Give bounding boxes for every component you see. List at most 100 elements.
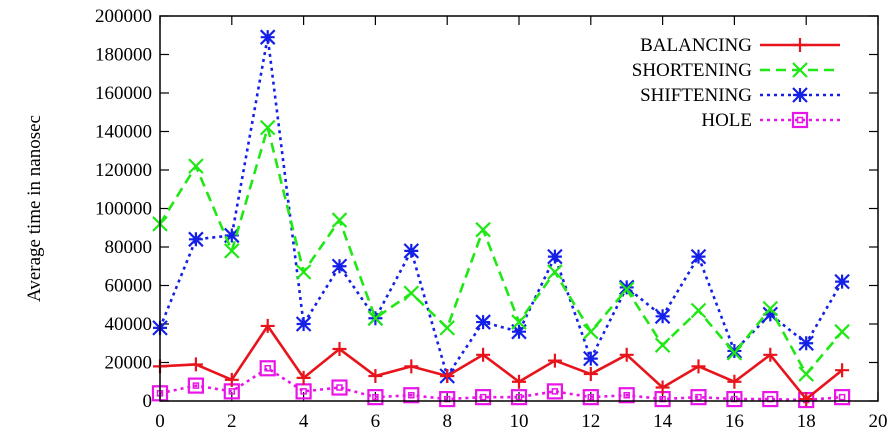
point-shortening [762, 300, 779, 317]
legend-entry-balancing: BALANCING [640, 35, 840, 56]
point-shiftening [475, 314, 491, 330]
x-tick-label: 16 [725, 411, 744, 432]
series-line-shortening [158, 126, 844, 376]
legend-label: SHIFTENING [640, 85, 752, 106]
point-hole-inner [408, 391, 415, 399]
point-shortening [690, 302, 707, 319]
x-tick-label: 6 [371, 411, 381, 432]
point-balancing [547, 353, 562, 368]
point-balancing [619, 347, 634, 362]
y-tick-label: 200000 [95, 6, 152, 27]
series-layer [151, 29, 851, 409]
point-shiftening [224, 227, 240, 244]
point-balancing [583, 367, 598, 382]
point-balancing [224, 372, 239, 387]
point-shortening [224, 243, 240, 259]
x-tick-label: 14 [653, 411, 673, 432]
y-tick-label: 160000 [95, 83, 152, 104]
point-shortening [439, 320, 455, 336]
point-shiftening [654, 308, 671, 325]
point-hole-inner [551, 388, 559, 395]
point-shortening [583, 323, 599, 340]
point-balancing [476, 347, 491, 362]
point-hole [546, 383, 564, 400]
series-line-hole [159, 366, 843, 402]
point-hole [439, 390, 456, 408]
point-shiftening [259, 29, 276, 45]
legend-marker [793, 38, 807, 52]
point-hole-inner [515, 393, 523, 401]
point-shiftening [618, 279, 635, 296]
point-balancing [763, 347, 778, 362]
point-hole-inner [587, 393, 595, 401]
point-hole-inner [372, 393, 379, 401]
y-tick-label: 80000 [105, 237, 153, 258]
point-hole-inner [838, 393, 846, 401]
point-shiftening [798, 335, 814, 352]
point-hole [762, 390, 779, 408]
x-tick-label: 2 [227, 411, 237, 432]
point-shortening [259, 119, 276, 136]
series-line-balancing [159, 324, 843, 401]
point-hole [510, 389, 528, 406]
axis-ticks: 0 20000 40000 60000 80000 100000 120000 140000 1… [95, 6, 888, 432]
point-hole [475, 389, 492, 406]
y-tick-label: 140000 [95, 122, 152, 143]
point-hole [259, 360, 276, 377]
legend-label: BALANCING [640, 35, 752, 56]
point-shortening [367, 310, 384, 327]
point-balancing [799, 392, 814, 407]
point-hole-inner [623, 391, 630, 399]
point-shiftening [188, 231, 204, 248]
y-tick-label: 60000 [105, 276, 153, 297]
legend-entry-shortening: SHORTENING [632, 60, 840, 81]
legend-label: SHORTENING [632, 60, 753, 81]
y-tick-label: 40000 [105, 314, 153, 335]
x-tick-label: 0 [155, 411, 165, 432]
y-tick-label: 20000 [105, 353, 153, 374]
point-shortening [654, 337, 671, 353]
legend-marker-inner [796, 116, 804, 124]
point-shortening [188, 158, 204, 174]
legend: BALANCING SHORTENING SHIFTENING HOLE [632, 35, 840, 131]
point-hole [403, 387, 420, 404]
point-balancing [691, 359, 706, 374]
point-balancing [188, 357, 203, 372]
point-shortening [547, 264, 563, 280]
point-shortening [798, 366, 814, 382]
point-shiftening [511, 323, 527, 340]
y-axis-label: Average time in nanosec [24, 115, 45, 302]
point-balancing [332, 342, 347, 357]
x-tick-label: 12 [581, 411, 600, 432]
point-hole-inner [228, 388, 236, 395]
point-hole [726, 390, 743, 408]
point-hole-inner [695, 393, 702, 401]
series-line-shiftening [158, 35, 844, 378]
legend-marker [791, 111, 809, 129]
point-hole [187, 377, 204, 394]
point-shiftening [762, 306, 779, 323]
x-tick-label: 4 [299, 411, 309, 432]
point-hole [367, 389, 384, 406]
y-tick-label: 120000 [95, 160, 152, 181]
series-balancing [153, 318, 850, 407]
y-tick-label: 0 [143, 391, 153, 412]
point-hole-inner [264, 365, 271, 372]
point-balancing [440, 368, 455, 383]
point-shortening [331, 212, 348, 228]
point-shortening [475, 221, 491, 238]
point-shortening [834, 323, 850, 340]
point-shiftening [583, 350, 599, 367]
point-hole-inner [479, 393, 487, 401]
point-shortening [511, 314, 527, 330]
point-balancing [404, 359, 419, 374]
legend-label: HOLE [701, 110, 752, 131]
legend-entry-hole: HOLE [701, 110, 840, 131]
point-shiftening [547, 248, 563, 265]
point-shiftening [690, 248, 707, 265]
point-hole [618, 387, 635, 404]
x-tick-label: 20 [869, 411, 888, 432]
y-tick-label: 180000 [95, 45, 152, 66]
point-shortening [726, 345, 743, 361]
